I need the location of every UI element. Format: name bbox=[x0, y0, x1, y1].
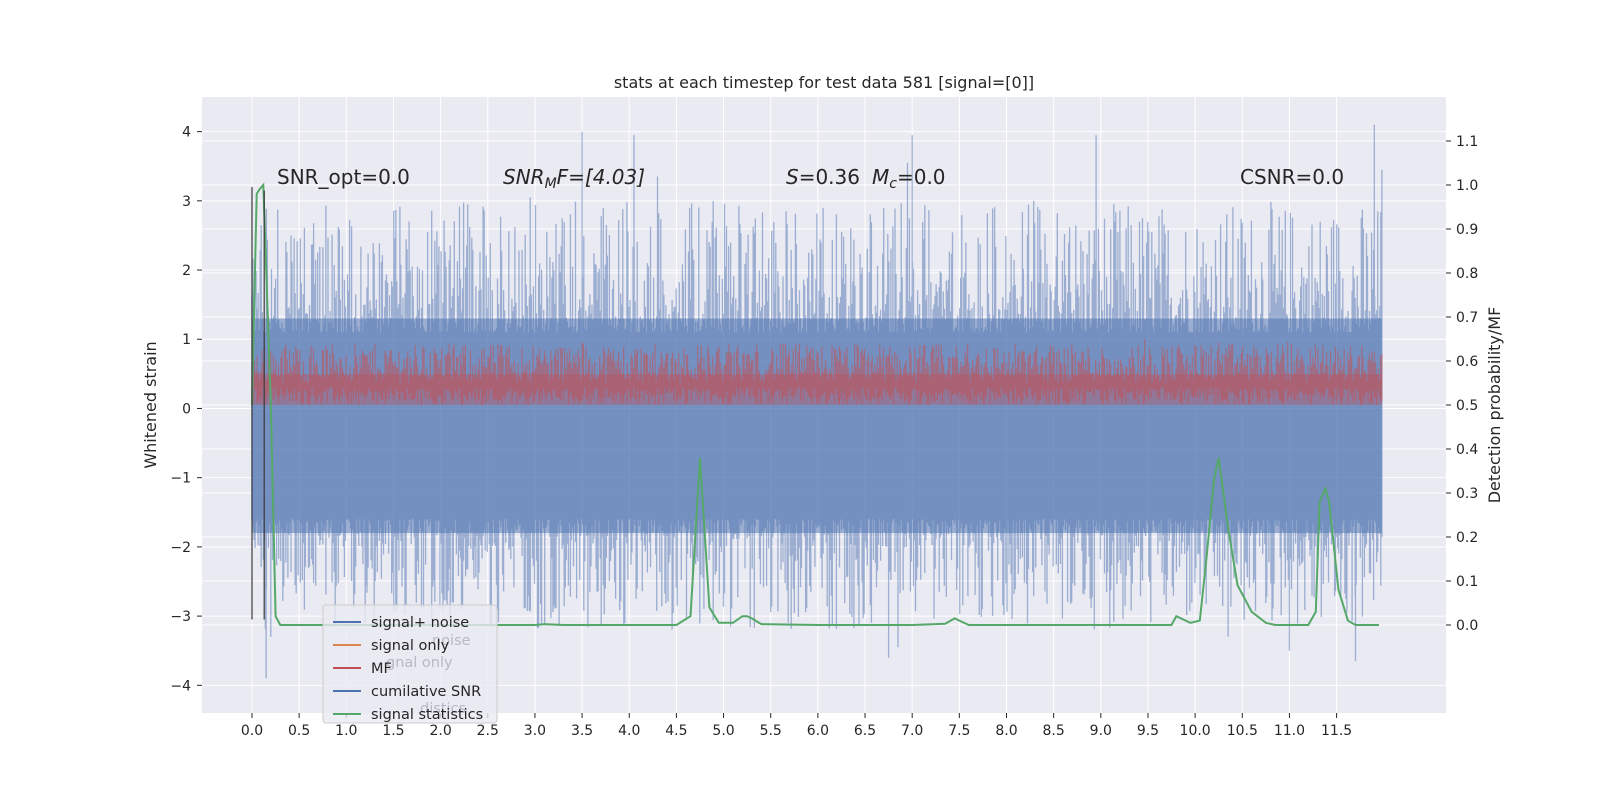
legend-item: cumilative SNR bbox=[333, 684, 481, 700]
legend-item: signal statistics bbox=[333, 707, 483, 723]
legend-item: signal+ noise bbox=[333, 615, 469, 631]
series-cumilative-snr bbox=[251, 186, 265, 620]
series-mf bbox=[251, 339, 1383, 405]
x-tick-label: 7.0 bbox=[901, 723, 923, 739]
annotation-mc-value: =0.0 bbox=[897, 165, 946, 189]
y-tick-label: −3 bbox=[170, 609, 191, 625]
y-tick-label: 3 bbox=[182, 194, 191, 210]
annotation-s-value: =0.36 bbox=[799, 165, 860, 189]
x-tick-label: 1.0 bbox=[335, 723, 357, 739]
x-tick-label: 8.5 bbox=[1043, 723, 1065, 739]
legend-ghost-label: gnal only bbox=[386, 655, 453, 671]
y-axis-label: Whitened strain bbox=[141, 341, 160, 468]
x-tick-label: 9.5 bbox=[1137, 723, 1159, 739]
x-tick-label: 0.0 bbox=[241, 723, 263, 739]
x-tick-label: 2.5 bbox=[477, 723, 499, 739]
annotation-mc-main: M bbox=[872, 165, 889, 189]
tick-layer: 0.0 0.5 1.0 1.5 2.0 2.5 3.0 3.5 4.0 4.5 5.0 5.5 6.0 6… bbox=[170, 125, 1478, 739]
annotation-snr-mf-rest: F=[4.03] bbox=[557, 165, 645, 189]
x-tick-label: 6.0 bbox=[807, 723, 829, 739]
y2-axis-label: Detection probability/MF bbox=[1485, 307, 1504, 504]
legend-label: signal statistics bbox=[371, 707, 483, 723]
x-tick-label: 10.0 bbox=[1180, 723, 1211, 739]
x-tick-label: 9.0 bbox=[1090, 723, 1112, 739]
x-tick-label: 5.5 bbox=[760, 723, 782, 739]
legend-label: signal+ noise bbox=[371, 615, 469, 631]
legend-ghost-label: noise bbox=[432, 633, 471, 649]
y-tick-label: 2 bbox=[182, 263, 191, 279]
y-tick-label: −1 bbox=[170, 471, 191, 487]
annotation-snr-opt: SNR_opt=0.0 bbox=[277, 165, 410, 189]
x-tick-label: 3.0 bbox=[524, 723, 546, 739]
y2-tick-label: 0.5 bbox=[1456, 398, 1478, 414]
x-tick-label: 4.5 bbox=[665, 723, 687, 739]
legend-label: MF bbox=[371, 661, 392, 677]
x-tick-label: 11.5 bbox=[1321, 723, 1352, 739]
y2-tick-label: 1.0 bbox=[1456, 178, 1478, 194]
annotation-s-mc: S=0.36 Mc=0.0 bbox=[786, 165, 946, 192]
annotation-csnr: CSNR=0.0 bbox=[1240, 165, 1344, 189]
chart-title: stats at each timestep for test data 581… bbox=[614, 73, 1034, 92]
annotation-s-main: S bbox=[786, 165, 799, 189]
y-tick-label: −4 bbox=[170, 678, 191, 694]
x-tick-label: 1.5 bbox=[382, 723, 404, 739]
x-tick-label: 0.5 bbox=[288, 723, 310, 739]
legend-item: MF bbox=[333, 661, 392, 677]
legend-label: signal only bbox=[371, 638, 450, 654]
x-tick-label: 6.5 bbox=[854, 723, 876, 739]
y-tick-label: 4 bbox=[182, 125, 191, 141]
y2-tick-label: 0.9 bbox=[1456, 222, 1478, 238]
x-tick-label: 5.0 bbox=[712, 723, 734, 739]
x-tick-label: 10.5 bbox=[1227, 723, 1258, 739]
y2-tick-label: 0.0 bbox=[1456, 618, 1478, 634]
x-tick-label: 8.0 bbox=[995, 723, 1017, 739]
x-tick-label: 7.5 bbox=[948, 723, 970, 739]
y2-tick-label: 1.1 bbox=[1456, 134, 1478, 150]
legend-item: signal only bbox=[333, 638, 450, 654]
annotation-snr-mf: SNRMF=[4.03] bbox=[503, 165, 645, 192]
legend-ghost-labels: noise gnal only distics bbox=[386, 633, 471, 717]
y2-tick-label: 0.3 bbox=[1456, 486, 1478, 502]
legend-ghost-label: distics bbox=[420, 701, 466, 717]
x-tick-label: 2.0 bbox=[429, 723, 451, 739]
annotation-snr-mf-main: SNR bbox=[503, 165, 545, 189]
x-tick-label: 4.0 bbox=[618, 723, 640, 739]
annotation-mc-sub: c bbox=[889, 176, 897, 192]
y-tick-label: 1 bbox=[182, 332, 191, 348]
y2-tick-label: 0.4 bbox=[1456, 442, 1478, 458]
x-tick-label: 11.0 bbox=[1274, 723, 1305, 739]
y2-tick-label: 0.1 bbox=[1456, 574, 1478, 590]
y-tick-label: −2 bbox=[170, 540, 191, 556]
legend-frame bbox=[322, 604, 498, 724]
y2-tick-label: 0.7 bbox=[1456, 310, 1478, 326]
annotation-snr-mf-sub: M bbox=[545, 176, 557, 192]
y2-tick-label: 0.6 bbox=[1456, 354, 1478, 370]
y2-tick-label: 0.8 bbox=[1456, 266, 1478, 282]
y2-tick-label: 0.2 bbox=[1456, 530, 1478, 546]
x-tick-label: 3.5 bbox=[571, 723, 593, 739]
legend-items: signal+ noise signal only MF cumilative SNR… bbox=[333, 615, 483, 723]
legend-label: cumilative SNR bbox=[371, 684, 481, 700]
y-tick-label: 0 bbox=[182, 401, 191, 417]
